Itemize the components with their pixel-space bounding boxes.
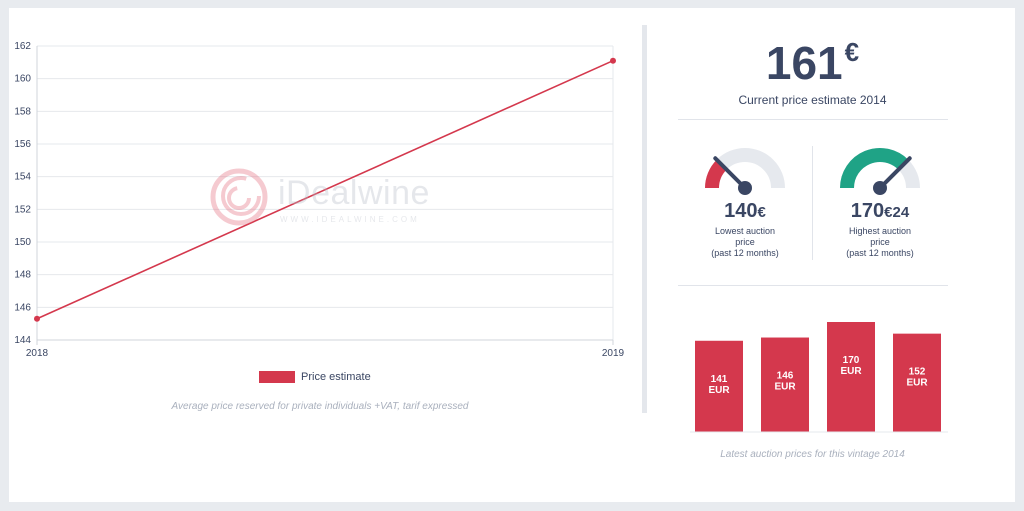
idealwine-watermark: iDealwine WWW.IDEALWINE.COM xyxy=(205,168,450,228)
estimate-number: 161 xyxy=(765,37,843,89)
y-tick-label: 160 xyxy=(14,74,31,85)
y-tick-label: 154 xyxy=(14,172,31,183)
price-estimate-line xyxy=(36,59,614,320)
auction-bar xyxy=(827,322,875,432)
auction-bar xyxy=(761,337,809,432)
spiral-logo-icon xyxy=(210,168,268,226)
chart-legend[interactable]: Price estimate xyxy=(259,371,371,383)
gauge-separator xyxy=(812,146,813,260)
lowest-label-line2: price xyxy=(735,237,755,247)
highest-label-line3: (past 12 months) xyxy=(846,248,914,258)
auction-bar xyxy=(695,340,743,432)
bar-value-label: 152 xyxy=(909,367,926,378)
y-tick-label: 158 xyxy=(14,106,31,117)
lowest-currency: € xyxy=(757,204,766,221)
auction-bar xyxy=(893,333,941,432)
lowest-price-label: Lowest auction price (past 12 months) xyxy=(685,226,805,259)
x-tick-label: 2019 xyxy=(602,348,625,359)
gauge-needle xyxy=(878,156,912,190)
gauge-fill xyxy=(840,148,909,189)
separator xyxy=(678,119,948,120)
bar-chart-caption: Latest auction prices for this vintage 2… xyxy=(720,449,905,460)
lowest-label-line3: (past 12 months) xyxy=(711,248,779,258)
y-tick-label: 148 xyxy=(14,270,31,281)
gauge-needle xyxy=(713,156,747,190)
estimate-caption: Current price estimate 2014 xyxy=(738,93,887,107)
highest-price-gauge xyxy=(840,148,920,195)
vertical-divider xyxy=(642,25,647,413)
price-line-chart: 144 146 148 150 152 154 156 158 160 162 2018 2019 xyxy=(14,41,625,359)
gauge-hub xyxy=(738,181,752,195)
bar-value-label: 141 xyxy=(711,374,728,385)
current-estimate-value: 161€ xyxy=(700,36,925,90)
y-tick-label: 150 xyxy=(14,237,31,248)
data-point xyxy=(34,315,40,322)
data-point xyxy=(610,57,616,64)
legend-label: Price estimate xyxy=(301,371,371,383)
bar-value-label: EUR xyxy=(840,366,862,377)
y-tick-label: 146 xyxy=(14,302,31,313)
watermark-brand: iDealwine xyxy=(278,174,430,212)
bar-value-label: EUR xyxy=(708,385,730,396)
legend-swatch xyxy=(259,371,295,383)
bar-value-label: 146 xyxy=(777,371,794,382)
highest-currency: €24 xyxy=(884,204,910,221)
y-tick-label: 162 xyxy=(14,41,31,52)
highest-label-line1: Highest auction xyxy=(848,226,912,236)
lowest-label-line1: Lowest auction xyxy=(714,226,776,236)
bar-value-label: EUR xyxy=(906,378,928,389)
y-tick-label: 144 xyxy=(14,335,31,346)
y-tick-label: 156 xyxy=(14,139,31,150)
bar-value-label: 170 xyxy=(843,355,860,366)
highest-price-value: 170€24 xyxy=(820,200,940,223)
line-chart-caption: Average price reserved for private indiv… xyxy=(171,401,469,412)
separator xyxy=(678,285,948,286)
lowest-price-gauge xyxy=(705,148,785,195)
highest-price-label: Highest auction price (past 12 months) xyxy=(820,226,940,259)
bar-value-label: EUR xyxy=(774,382,796,393)
highest-number: 170 xyxy=(850,200,885,222)
lowest-price-value: 140€ xyxy=(685,200,805,223)
estimate-currency: € xyxy=(844,37,860,67)
watermark-url: WWW.IDEALWINE.COM xyxy=(280,215,420,224)
highest-label-line2: price xyxy=(870,237,890,247)
gauge-hub xyxy=(873,181,887,195)
x-tick-label: 2018 xyxy=(26,348,49,359)
y-tick-label: 152 xyxy=(14,204,31,215)
lowest-number: 140 xyxy=(724,200,758,222)
